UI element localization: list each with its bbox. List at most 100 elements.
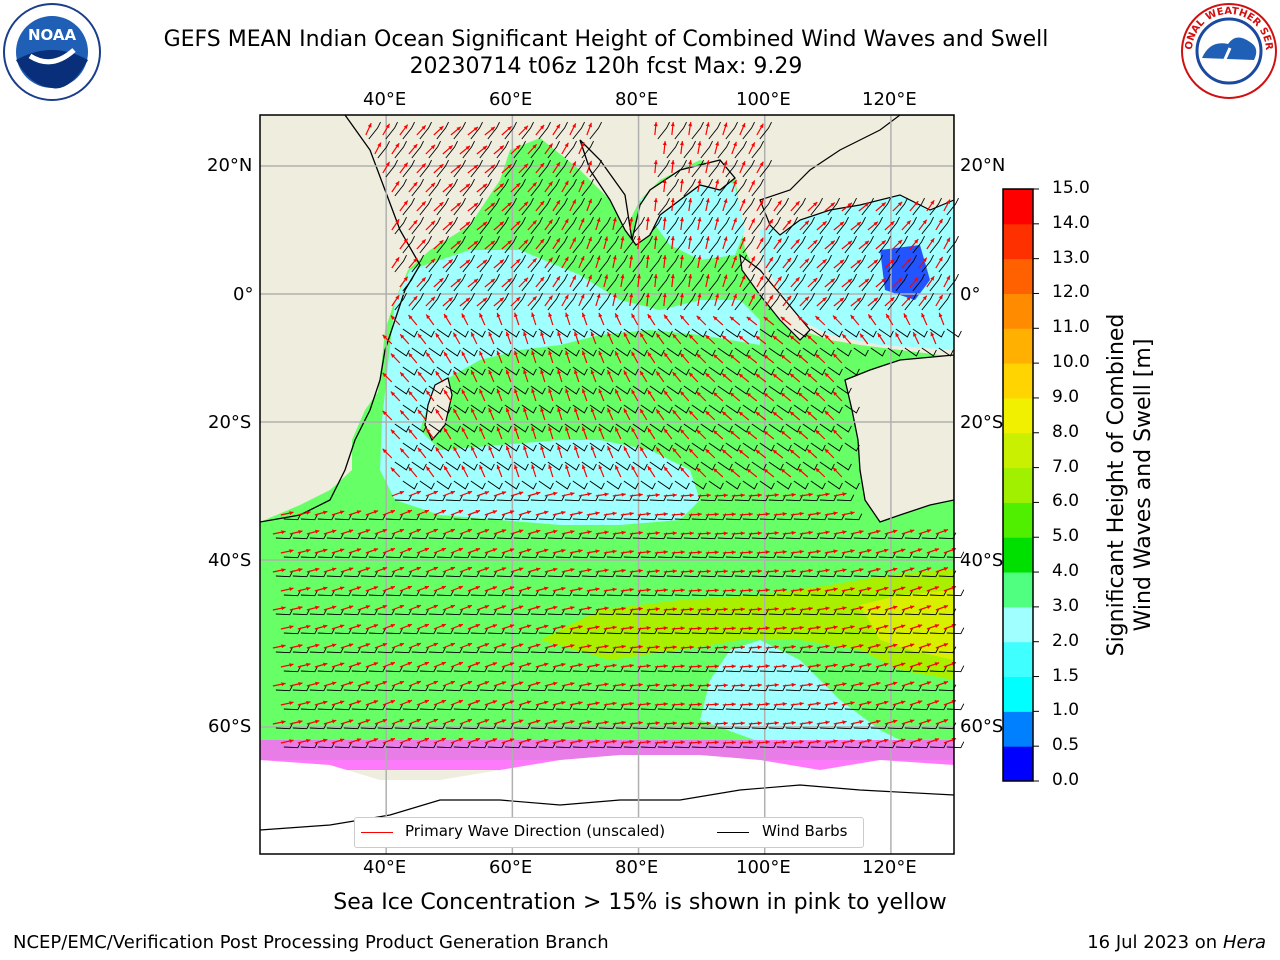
wind-barb <box>538 328 554 338</box>
wave-direction-arrowhead <box>938 256 943 262</box>
wind-barb <box>589 121 602 140</box>
wind-barb <box>700 494 719 502</box>
wave-direction-arrowhead <box>763 468 769 473</box>
wave-direction-arrowhead <box>399 566 405 571</box>
lat-label-right-60s: 60°S <box>960 716 1004 737</box>
wind-barb <box>657 442 673 452</box>
wind-barb <box>666 347 682 357</box>
wave-direction-arrowhead <box>424 699 429 704</box>
wind-barb <box>759 159 772 178</box>
wind-barb <box>691 627 710 635</box>
wave-direction-arrowhead <box>399 490 405 495</box>
wind-barb <box>402 273 415 292</box>
wind-barb <box>623 627 642 635</box>
lat-label-left-60s: 60°S <box>208 716 252 737</box>
wind-barb <box>819 423 835 433</box>
wave-direction-arrowhead <box>467 566 473 571</box>
wind-barb <box>827 480 843 490</box>
wind-barb <box>691 703 710 711</box>
wave-direction-arrowhead <box>518 529 524 534</box>
wind-barb <box>802 646 821 654</box>
wave-direction-arrowhead <box>433 490 438 495</box>
wave-direction-arrowhead <box>612 511 617 516</box>
wave-direction-arrowhead <box>407 661 412 666</box>
wind-barb <box>674 366 690 376</box>
wind-barb <box>436 589 455 597</box>
wave-direction-arrowhead <box>751 294 755 299</box>
wave-direction-arrowhead <box>407 547 412 552</box>
wind-barb <box>768 461 784 471</box>
wave-direction-arrowhead <box>604 720 609 725</box>
wave-direction-arrowhead <box>377 142 381 147</box>
wave-direction-arrowhead <box>580 218 585 223</box>
wind-barb <box>343 570 362 578</box>
wind-barb <box>776 328 792 338</box>
wave-direction-arrowhead <box>697 702 702 707</box>
wind-barb <box>292 608 311 616</box>
wave-direction-arrowhead <box>729 468 735 473</box>
wind-barb <box>581 385 597 395</box>
wind-barb <box>445 385 461 395</box>
colorbar-segment <box>1003 606 1033 643</box>
wind-barb <box>929 197 942 216</box>
wave-direction-arrowhead <box>523 125 528 131</box>
wave-direction-arrowhead <box>697 512 702 517</box>
wave-direction-arrowhead <box>663 588 668 593</box>
wave-direction-arrowhead <box>808 606 813 611</box>
wave-direction-arrowhead <box>298 681 303 686</box>
wind-barb <box>572 235 585 254</box>
wave-direction-arrowhead <box>587 568 592 573</box>
wind-barb <box>615 684 634 692</box>
wave-direction-arrowhead <box>938 312 943 318</box>
wave-direction-arrowhead <box>561 548 566 553</box>
wave-direction-arrowhead <box>588 236 592 242</box>
wave-direction-arrowhead <box>435 333 440 338</box>
wave-direction-arrowhead <box>348 567 354 572</box>
wave-direction-arrowhead <box>670 274 675 279</box>
wave-direction-arrowhead <box>897 239 903 245</box>
wave-direction-arrowhead <box>430 182 436 188</box>
wave-direction-arrowhead <box>680 740 685 745</box>
wave-direction-arrowhead <box>553 719 558 724</box>
wave-direction-arrowhead <box>612 701 617 706</box>
wave-direction-arrowhead <box>765 512 770 517</box>
wind-barb <box>785 608 804 616</box>
wave-direction-arrowhead <box>906 296 911 301</box>
wind-barb <box>453 589 472 597</box>
wind-barb <box>657 627 676 635</box>
wind-barb <box>810 551 829 559</box>
wind-barb <box>776 665 795 673</box>
wave-direction-arrowhead <box>450 642 455 647</box>
lon-label-top-120e: 120°E <box>862 89 917 110</box>
wave-direction-arrowhead <box>631 313 636 319</box>
wind-barb <box>708 197 721 216</box>
wind-barb <box>368 589 387 597</box>
wind-barb <box>283 741 302 749</box>
wave-direction-arrowhead <box>830 278 835 283</box>
wind-barb <box>674 159 687 178</box>
wave-direction-arrowhead <box>565 312 569 318</box>
wave-direction-arrowhead <box>565 464 569 470</box>
wind-barb <box>674 328 690 338</box>
wind-barb <box>802 216 815 235</box>
wave-direction-arrowhead <box>943 605 949 609</box>
wave-direction-arrowhead <box>403 200 408 206</box>
wave-direction-arrowhead <box>607 370 612 375</box>
wind-barb <box>351 627 370 635</box>
wave-direction-arrowhead <box>832 391 838 396</box>
wave-direction-arrowhead <box>465 145 470 150</box>
wave-direction-arrowhead <box>825 530 830 535</box>
wave-direction-arrowhead <box>774 531 779 536</box>
wave-direction-arrowhead <box>825 720 830 725</box>
wind-barb <box>402 328 418 338</box>
wave-direction-arrowhead <box>382 410 387 416</box>
wind-barb <box>717 385 733 395</box>
wave-direction-arrowhead <box>413 182 418 187</box>
wind-barb <box>674 551 693 559</box>
wind-barb <box>793 235 806 254</box>
wave-direction-arrowhead <box>315 681 320 686</box>
wind-barb <box>827 589 846 597</box>
wind-barb <box>853 216 866 235</box>
wind-barb <box>496 216 509 235</box>
wind-barb <box>530 722 549 730</box>
